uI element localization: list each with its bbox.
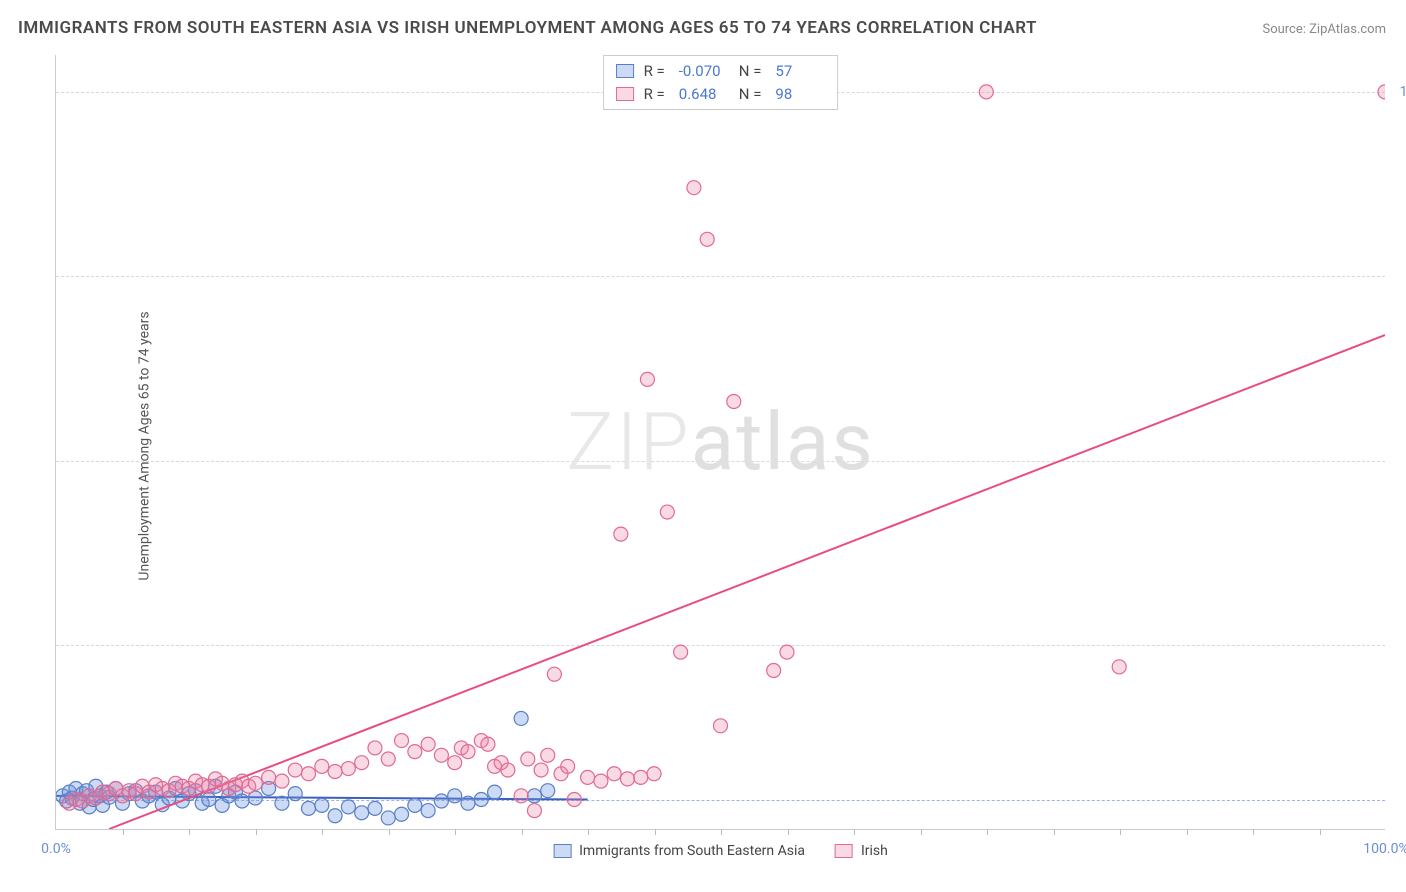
x-minor-tick [455,829,456,835]
x-minor-tick [788,829,789,835]
x-tick-label: 100.0% [1363,841,1406,857]
legend-r-label-0: R = [644,60,665,83]
x-minor-tick [522,829,523,835]
x-minor-tick [1320,829,1321,835]
x-minor-tick [189,829,190,835]
plot-svg [56,55,1385,829]
legend-row-series-0: R = -0.070 N = 57 [616,60,826,83]
y-tick-label: 100.0% [1400,84,1406,100]
legend-swatch-series-0 [616,64,634,78]
x-minor-tick [256,829,257,835]
x-minor-tick [123,829,124,835]
x-minor-tick [921,829,922,835]
legend-n-value-0: 57 [775,60,825,83]
bottom-legend-item-0: Immigrants from South Eastern Asia [553,843,805,859]
bottom-legend-swatch-0 [553,844,571,858]
legend-swatch-series-1 [616,87,634,101]
legend-n-value-1: 98 [775,83,825,106]
bottom-legend-item-1: Irish [835,843,888,859]
x-minor-tick [1253,829,1254,835]
bottom-legend: Immigrants from South Eastern Asia Irish [553,843,888,859]
source-attribution: Source: ZipAtlas.com [1262,22,1386,37]
correlation-legend: R = -0.070 N = 57 R = 0.648 N = 98 [603,55,839,110]
legend-n-label-0: N = [739,60,762,83]
x-minor-tick [854,829,855,835]
x-minor-tick [1054,829,1055,835]
legend-n-label-1: N = [739,83,762,106]
x-minor-tick [389,829,390,835]
plot-area: ZIPatlas R = -0.070 N = 57 R = 0.648 N =… [55,55,1385,830]
x-minor-tick [588,829,589,835]
x-minor-tick [721,829,722,835]
x-minor-tick [987,829,988,835]
bottom-legend-label-1: Irish [861,843,888,859]
x-tick-label: 0.0% [41,841,71,857]
x-minor-tick [655,829,656,835]
chart-title: IMMIGRANTS FROM SOUTH EASTERN ASIA VS IR… [18,18,1037,38]
x-minor-tick [322,829,323,835]
bottom-legend-label-0: Immigrants from South Eastern Asia [579,843,805,859]
legend-row-series-1: R = 0.648 N = 98 [616,83,826,106]
legend-r-label-1: R = [644,83,665,106]
bottom-legend-swatch-1 [835,844,853,858]
x-minor-tick [1120,829,1121,835]
legend-r-value-1: 0.648 [679,83,729,106]
legend-r-value-0: -0.070 [679,60,729,83]
x-minor-tick [1187,829,1188,835]
